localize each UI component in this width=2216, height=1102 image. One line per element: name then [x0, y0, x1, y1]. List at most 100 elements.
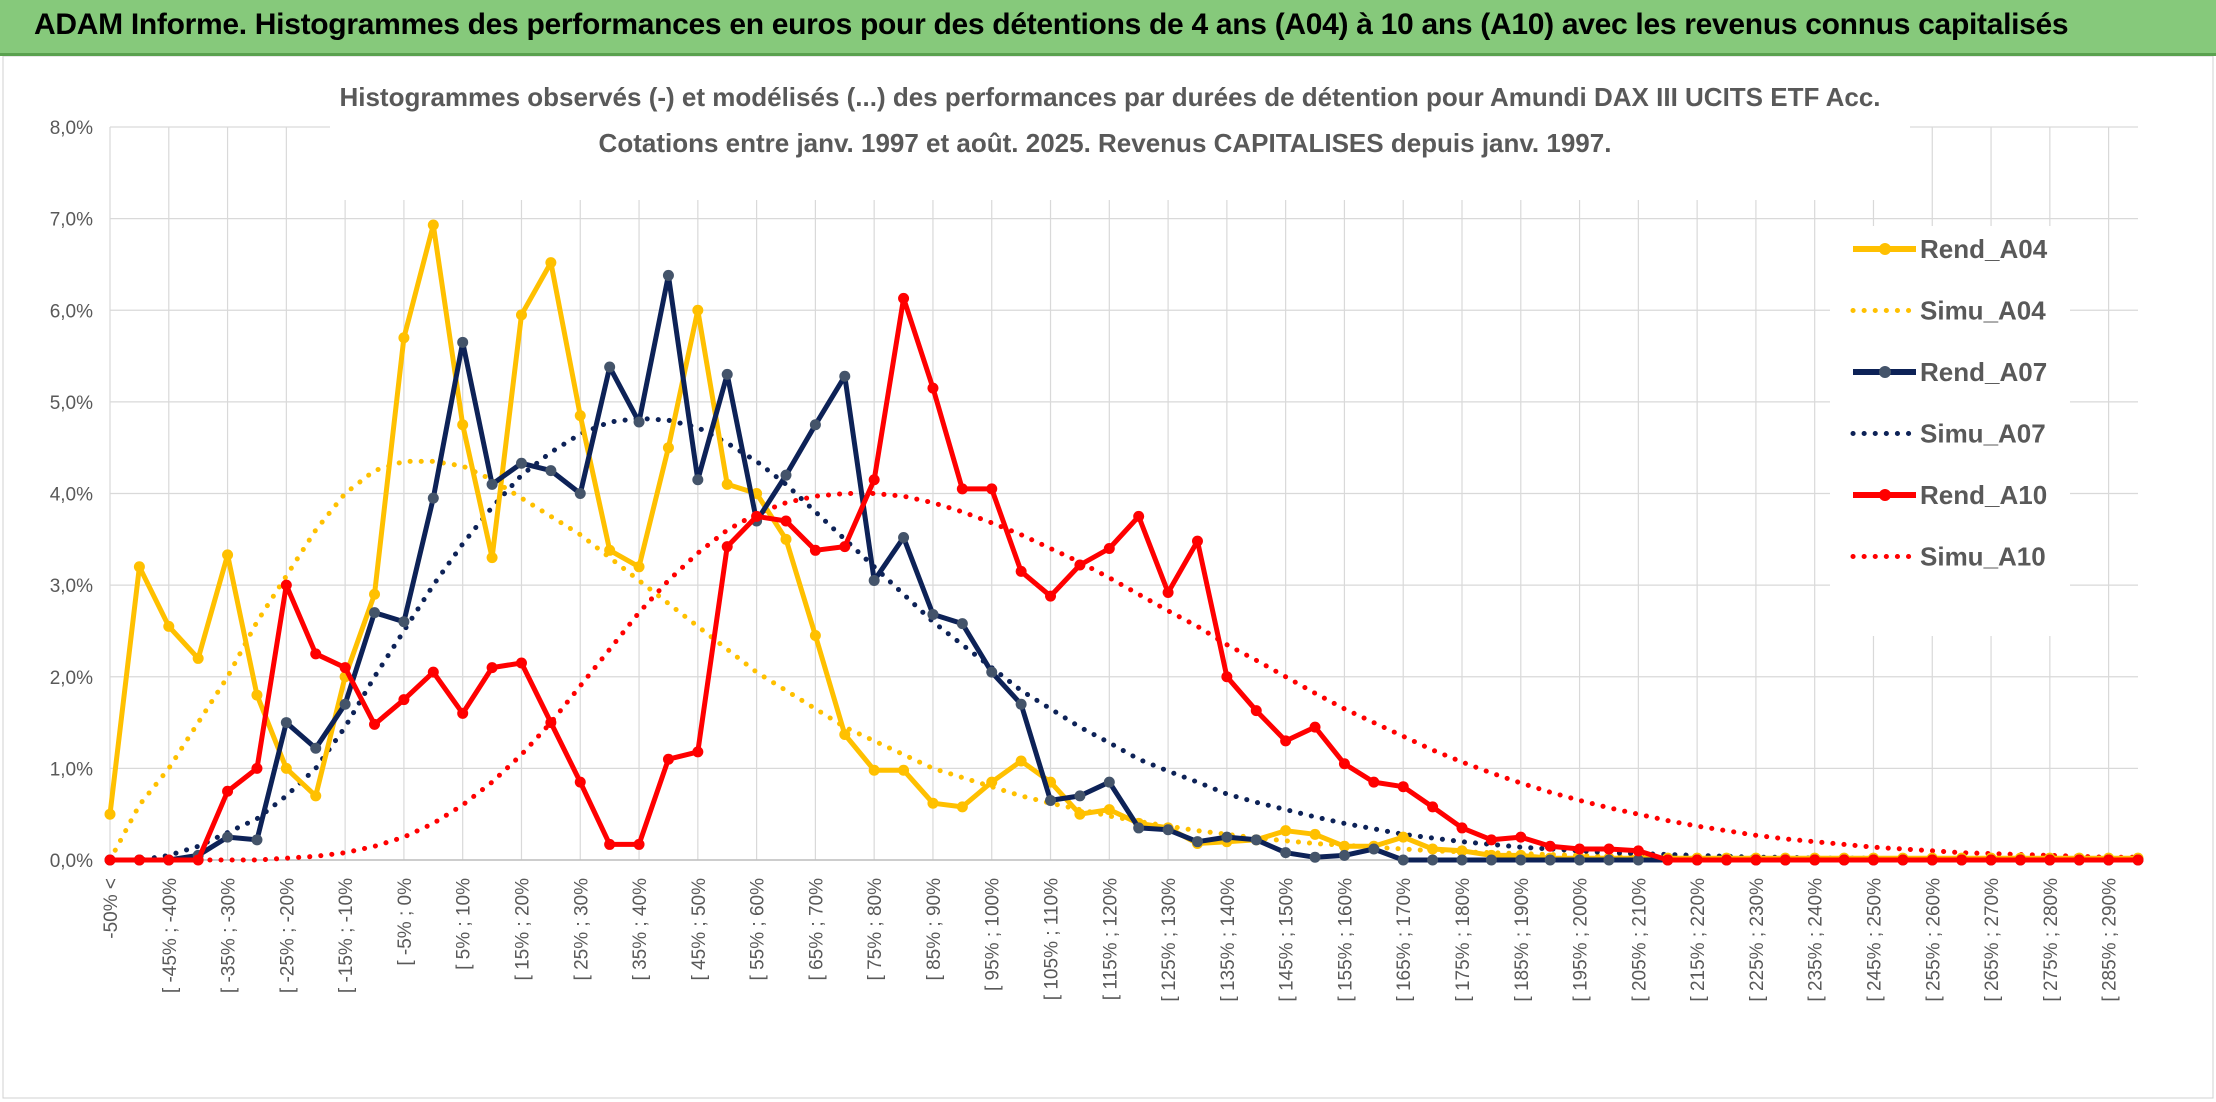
x-axis-ticks: -50% < [ -45% ; -40% [ -35% ; -30% [ -25% ;…: [101, 878, 2121, 1002]
data-point: [1632, 845, 1644, 857]
data-point: [222, 831, 234, 843]
data-point: [1897, 854, 1909, 866]
data-point: [1045, 794, 1057, 806]
series-Simu_A10: [107, 491, 2141, 863]
banner: ADAM Informe. Histogrammes des performan…: [0, 0, 2216, 56]
legend-item-Rend_A04[interactable]: Rend_A04: [1853, 234, 2048, 264]
x-tick-label: [ 15% ; 20%: [512, 878, 533, 981]
data-point: [1985, 854, 1997, 866]
chart-subtitle: Cotations entre janv. 1997 et août. 2025…: [599, 128, 1612, 158]
data-point: [1956, 854, 1968, 866]
data-point: [1074, 559, 1086, 571]
y-tick-label: 7,0%: [50, 210, 93, 231]
data-point: [545, 465, 557, 477]
data-point: [927, 797, 939, 809]
x-tick-label: [ 145% ; 150%: [1277, 878, 1298, 1002]
x-tick-label: [ 185% ; 190%: [1512, 878, 1533, 1002]
data-point: [898, 764, 910, 776]
legend-item-Rend_A10[interactable]: Rend_A10: [1853, 480, 2047, 510]
data-point: [163, 854, 175, 866]
data-point: [927, 382, 939, 394]
data-point: [692, 304, 704, 316]
x-tick-label: [ -5% ; 0%: [395, 878, 416, 966]
legend-label: Simu_A04: [1920, 296, 2046, 326]
data-point: [956, 618, 968, 630]
data-point: [868, 764, 880, 776]
x-tick-label: [ 135% ; 140%: [1218, 878, 1239, 1002]
data-point: [809, 544, 821, 556]
data-point: [1133, 822, 1145, 834]
data-point: [486, 552, 498, 564]
legend-item-Rend_A07[interactable]: Rend_A07: [1853, 357, 2047, 387]
x-tick-label: [ 95% ; 100%: [983, 878, 1004, 991]
data-point: [369, 718, 381, 730]
legend-label: Rend_A10: [1920, 480, 2047, 510]
data-point: [1427, 843, 1439, 855]
data-point: [251, 762, 263, 774]
data-point: [1309, 721, 1321, 733]
data-point: [1015, 698, 1027, 710]
data-point: [163, 620, 175, 632]
data-point: [692, 746, 704, 758]
series-Simu_A07: [107, 415, 2141, 863]
data-point: [1280, 847, 1292, 859]
data-point: [1632, 854, 1644, 866]
data-point: [1456, 845, 1468, 857]
data-point: [1280, 735, 1292, 747]
data-point: [1191, 836, 1203, 848]
data-point: [339, 698, 351, 710]
data-point: [839, 728, 851, 740]
y-tick-label: 4,0%: [50, 485, 93, 506]
legend-item-Simu_A04[interactable]: Simu_A04: [1850, 296, 2046, 326]
data-point: [515, 309, 527, 321]
x-tick-label: [ 235% ; 240%: [1806, 878, 1827, 1002]
data-point: [1103, 776, 1115, 788]
legend[interactable]: Rend_A04 Simu_A04 Rend_A07 Simu_A07 Rend_A10…: [1850, 234, 2048, 572]
data-point: [427, 219, 439, 231]
x-tick-label: [ 175% ; 180%: [1453, 878, 1474, 1002]
series-line: [107, 415, 2141, 863]
data-point: [1485, 834, 1497, 846]
data-point: [604, 544, 616, 556]
data-point: [721, 478, 733, 490]
data-point: [1515, 831, 1527, 843]
data-point: [457, 336, 469, 348]
data-point: [1338, 758, 1350, 770]
data-point: [751, 510, 763, 522]
data-point: [2132, 854, 2144, 866]
data-point: [515, 457, 527, 469]
data-point: [1368, 776, 1380, 788]
x-tick-label: [ 75% ; 80%: [865, 878, 886, 981]
data-point: [574, 488, 586, 499]
data-point: [1103, 804, 1115, 816]
data-point: [486, 478, 498, 490]
legend-background: [1830, 226, 2070, 636]
x-tick-label: [ -45% ; -40%: [160, 878, 181, 993]
data-point: [398, 616, 410, 628]
y-tick-label: 6,0%: [50, 301, 93, 322]
data-point: [662, 753, 674, 765]
data-point: [692, 474, 704, 486]
data-point: [369, 588, 381, 600]
data-point: [1838, 854, 1850, 866]
data-point: [545, 257, 557, 269]
x-tick-label: [ 205% ; 210%: [1629, 878, 1650, 1002]
data-point: [133, 854, 145, 866]
data-point: [1338, 840, 1350, 852]
data-point: [604, 838, 616, 850]
y-tick-label: 8,0%: [50, 118, 93, 139]
data-point: [574, 410, 586, 422]
legend-label: Simu_A07: [1920, 419, 2046, 449]
legend-item-Simu_A07[interactable]: Simu_A07: [1850, 419, 2046, 449]
data-point: [839, 541, 851, 553]
legend-item-Simu_A10[interactable]: Simu_A10: [1850, 542, 2046, 572]
legend-label: Rend_A07: [1920, 357, 2047, 387]
data-point: [280, 762, 292, 774]
data-point: [192, 652, 204, 664]
x-tick-label: [ 105% ; 110%: [1042, 878, 1063, 1000]
data-point: [1250, 834, 1262, 846]
data-point: [398, 694, 410, 706]
data-point: [1456, 854, 1468, 866]
data-point: [1662, 854, 1674, 866]
legend-label: Rend_A04: [1920, 234, 2048, 264]
